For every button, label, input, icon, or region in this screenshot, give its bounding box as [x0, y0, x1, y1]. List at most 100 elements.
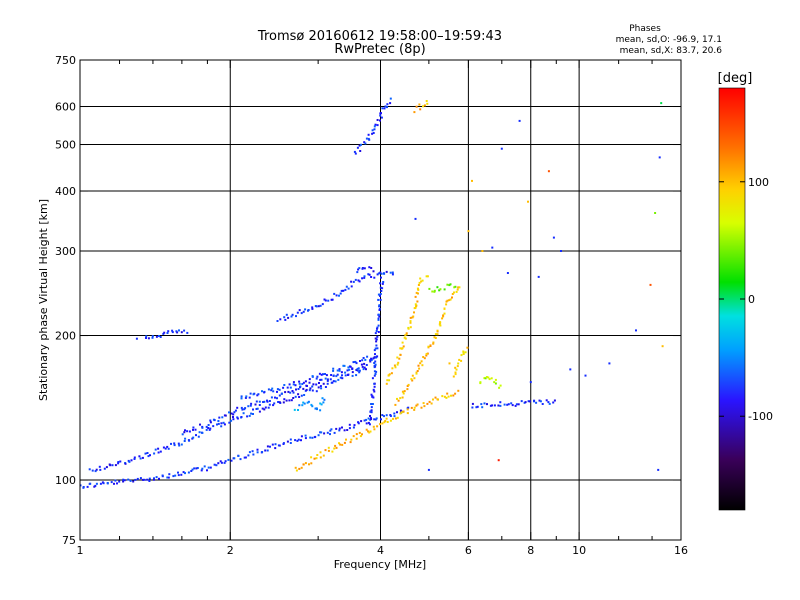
- data-point: [454, 371, 457, 374]
- data-point: [481, 250, 484, 252]
- data-point: [167, 330, 170, 333]
- data-point: [584, 374, 587, 377]
- data-point: [306, 401, 309, 404]
- data-point: [483, 402, 486, 405]
- data-point: [365, 137, 368, 140]
- data-point: [379, 423, 382, 426]
- data-point: [486, 403, 488, 406]
- data-point: [333, 447, 336, 450]
- data-point: [406, 388, 409, 391]
- data-point: [141, 456, 144, 459]
- data-point: [117, 462, 120, 465]
- data-point: [304, 434, 307, 437]
- data-point: [188, 439, 191, 442]
- data-point: [462, 351, 465, 354]
- data-point: [425, 275, 428, 278]
- data-point: [262, 401, 265, 403]
- data-point: [158, 477, 160, 480]
- data-point: [314, 305, 317, 307]
- data-point: [148, 477, 151, 480]
- data-point: [471, 179, 473, 182]
- data-point: [376, 335, 379, 338]
- data-point: [338, 294, 340, 297]
- data-point: [401, 390, 404, 393]
- data-point: [290, 399, 293, 402]
- data-point: [194, 428, 197, 431]
- data-point: [373, 128, 376, 131]
- data-point: [370, 357, 373, 360]
- data-point: [380, 290, 383, 292]
- data-point: [402, 392, 405, 395]
- data-point: [423, 357, 426, 360]
- data-point: [250, 412, 253, 415]
- data-point: [381, 422, 384, 425]
- data-point: [377, 293, 380, 296]
- data-point: [171, 329, 174, 332]
- data-point: [373, 428, 376, 431]
- data-point: [481, 406, 484, 409]
- data-point: [431, 290, 434, 293]
- data-point: [146, 452, 149, 454]
- data-point: [178, 444, 181, 447]
- data-point: [443, 288, 446, 291]
- data-point: [389, 97, 392, 100]
- data-point: [421, 364, 424, 367]
- data-point: [254, 403, 257, 406]
- data-point: [457, 286, 460, 289]
- data-point: [379, 293, 382, 295]
- data-point: [319, 385, 322, 388]
- data-point: [298, 382, 301, 385]
- data-point: [399, 412, 402, 415]
- data-point: [158, 335, 160, 337]
- data-point: [310, 456, 313, 459]
- data-point: [276, 397, 278, 400]
- data-point: [341, 374, 343, 377]
- data-point: [272, 404, 275, 407]
- data-point: [311, 405, 314, 408]
- data-point: [171, 331, 174, 334]
- data-point: [396, 397, 398, 400]
- data-point: [99, 468, 102, 471]
- data-point: [317, 386, 320, 389]
- data-point: [548, 402, 551, 405]
- data-point: [368, 431, 371, 434]
- data-point: [438, 289, 441, 292]
- data-point: [177, 474, 180, 477]
- data-point: [529, 381, 532, 384]
- data-point: [377, 313, 380, 316]
- data-point: [157, 447, 160, 450]
- data-point: [373, 382, 376, 385]
- data-point: [159, 336, 162, 338]
- y-tick-label: 100: [55, 474, 76, 487]
- data-point: [649, 283, 652, 286]
- data-point: [377, 318, 380, 321]
- data-point: [193, 467, 196, 470]
- data-point: [462, 353, 465, 355]
- data-point: [331, 450, 334, 453]
- data-point: [428, 287, 431, 290]
- data-point: [302, 310, 305, 313]
- data-point: [358, 371, 361, 374]
- data-point: [284, 318, 287, 321]
- data-point: [249, 404, 252, 407]
- data-point: [360, 363, 363, 366]
- data-point: [302, 381, 305, 384]
- data-point: [415, 291, 418, 294]
- data-point: [293, 408, 296, 411]
- data-point: [372, 132, 375, 134]
- data-point: [155, 335, 158, 338]
- data-point: [379, 282, 382, 285]
- data-point: [232, 413, 235, 416]
- data-point: [127, 478, 130, 481]
- data-point: [432, 341, 435, 344]
- data-point: [355, 433, 358, 436]
- data-point: [404, 334, 407, 337]
- data-point: [369, 359, 372, 362]
- data-point: [338, 442, 340, 445]
- data-point: [157, 451, 160, 454]
- data-point: [355, 369, 358, 371]
- data-point: [308, 389, 311, 392]
- data-point: [94, 470, 97, 473]
- x-axis-label: Frequency [MHz]: [334, 558, 426, 571]
